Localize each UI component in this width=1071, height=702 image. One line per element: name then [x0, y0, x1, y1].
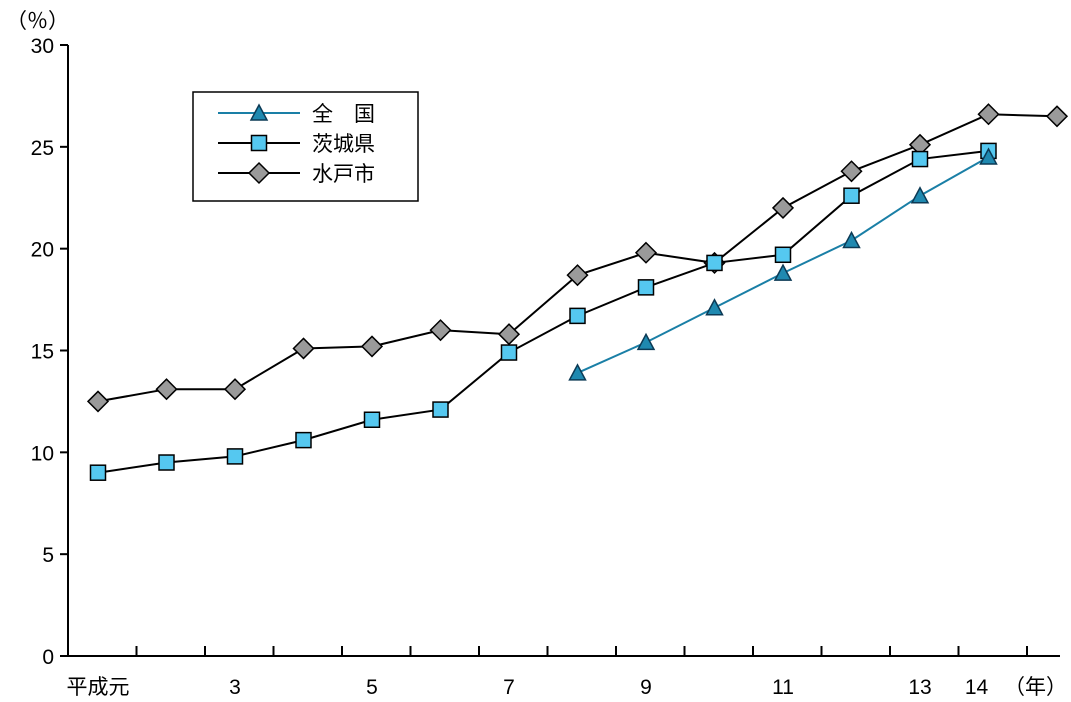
x-tick-label: 3	[229, 676, 241, 699]
series-2	[86, 103, 1069, 413]
data-point	[295, 431, 312, 449]
data-point	[911, 150, 929, 168]
data-point	[158, 454, 175, 471]
data-point	[223, 378, 247, 401]
data-point	[910, 186, 930, 204]
y-tick-label: 10	[31, 442, 54, 465]
data-point	[637, 279, 655, 296]
x-tick-label: 11	[772, 676, 794, 699]
data-point	[226, 448, 244, 465]
y-tick-label: 25	[31, 137, 54, 160]
x-tick-labels: 平成元 3 5 7 9 11 13 14	[67, 676, 989, 699]
series-line	[97, 149, 989, 474]
y-tick-labels: 0 5 10 15 20 25 30	[31, 35, 54, 669]
data-point	[843, 187, 860, 204]
x-tick-label: 5	[366, 676, 378, 699]
axes	[60, 44, 1060, 657]
data-point	[634, 241, 658, 264]
legend-marker	[250, 134, 268, 152]
data-point	[977, 103, 1000, 126]
data-point	[566, 264, 589, 287]
y-axis-unit: （％）	[6, 10, 69, 33]
data-point	[706, 254, 723, 272]
x-tick-label: 14	[965, 676, 989, 699]
x-axis-unit: （年）	[1004, 676, 1067, 699]
series-layer	[86, 103, 1069, 481]
x-tick-label: 9	[640, 676, 652, 699]
data-point	[569, 307, 586, 325]
data-point	[568, 363, 587, 381]
series-0	[568, 147, 998, 381]
legend-label: 全 国	[312, 103, 375, 126]
data-point	[497, 323, 521, 346]
legend-marker	[247, 161, 271, 185]
x-tick-label: 13	[908, 676, 931, 699]
y-tick-label: 30	[31, 35, 54, 58]
data-point	[500, 344, 518, 361]
legend-label: 水戸市	[312, 163, 375, 186]
data-point	[842, 230, 861, 249]
data-point	[292, 337, 315, 360]
x-tick-label: 平成元	[67, 676, 130, 699]
data-point	[86, 390, 110, 413]
y-tick-label: 0	[42, 646, 54, 669]
data-point	[89, 464, 107, 481]
x-tick-label: 7	[503, 676, 515, 699]
data-point	[774, 246, 792, 264]
data-point	[360, 335, 384, 358]
data-point	[979, 147, 998, 165]
y-tick-label: 5	[42, 544, 54, 567]
data-point	[155, 378, 178, 401]
data-point	[1045, 105, 1069, 128]
data-point	[429, 319, 452, 342]
data-point	[432, 401, 449, 418]
legend-label: 茨城県	[312, 133, 375, 156]
legend-marker	[249, 103, 269, 121]
series-1	[89, 142, 997, 481]
y-tick-label: 20	[31, 239, 54, 262]
data-point	[636, 332, 656, 351]
data-point	[840, 160, 863, 183]
data-point	[771, 196, 795, 219]
data-point	[363, 411, 381, 428]
legend-box	[192, 91, 419, 202]
data-point	[705, 298, 724, 316]
data-point	[773, 263, 793, 281]
y-tick-label: 15	[31, 341, 54, 364]
